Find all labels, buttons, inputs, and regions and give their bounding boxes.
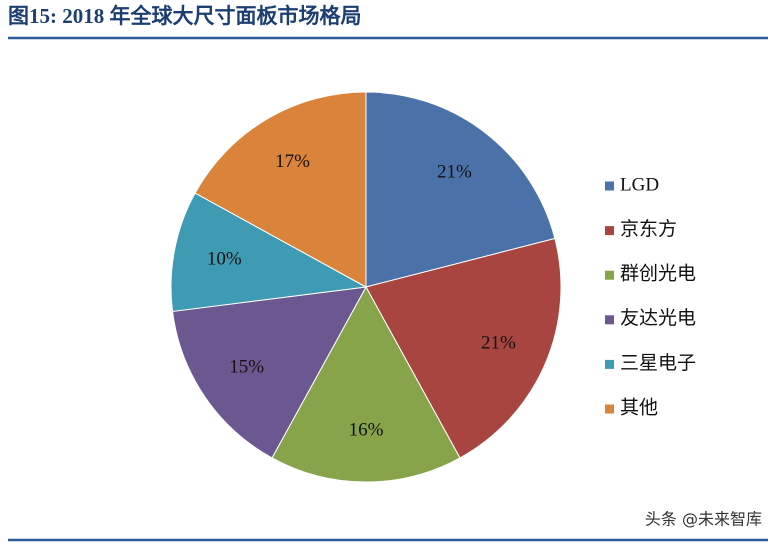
value-label: 21%	[481, 333, 516, 354]
value-label: 16%	[349, 420, 384, 441]
chart-title: 图15: 2018 年全球大尺寸面板市场格局	[8, 4, 362, 28]
legend-label: 其他	[620, 396, 658, 418]
legend-label: 三星电子	[620, 352, 696, 374]
value-label: 15%	[229, 356, 264, 377]
legend-swatch	[605, 226, 614, 236]
legend-label: 京东方	[620, 218, 677, 240]
legend-label: 群创光电	[620, 263, 696, 285]
legend-swatch	[605, 404, 614, 414]
value-label: 21%	[437, 161, 472, 182]
legend-swatch	[605, 315, 614, 325]
pie-slice	[365, 91, 556, 288]
value-label: 17%	[275, 151, 310, 172]
legend-label: LGD	[620, 174, 659, 195]
pie-slice	[194, 91, 367, 288]
legend-swatch	[605, 270, 614, 280]
pie-slice	[171, 286, 367, 459]
pie-slice	[170, 192, 368, 312]
legend-swatch	[605, 181, 614, 191]
pie-slice	[365, 237, 562, 459]
pie-slice	[271, 285, 461, 483]
watermark: 头条 @未来智库	[645, 510, 762, 529]
legend-swatch	[605, 359, 614, 369]
value-label: 10%	[207, 248, 242, 269]
legend-label: 友达光电	[620, 307, 696, 329]
